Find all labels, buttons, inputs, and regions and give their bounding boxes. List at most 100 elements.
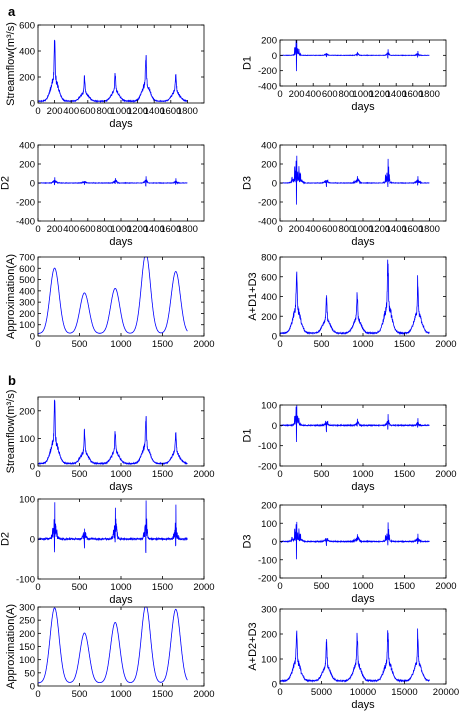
x-axis-label: days	[351, 593, 375, 605]
plots-container: 0 200 400 600 800100012001400160018000200400…	[0, 21, 459, 712]
x-tick-label: 1000	[352, 339, 373, 350]
x-tick-label: 1600	[160, 224, 181, 235]
x-tick-label: 1200	[369, 224, 390, 235]
x-tick-label: 400	[63, 106, 79, 117]
y-tick-label: 500	[19, 275, 35, 286]
x-tick-label: 1500	[394, 339, 415, 350]
x-tick-label: 600	[322, 224, 338, 235]
y-tick-label: 0	[272, 179, 277, 190]
x-tick-label: 0	[277, 469, 282, 480]
series-line	[279, 521, 430, 560]
y-tick-label: 200	[261, 36, 277, 47]
x-tick-label: 600	[80, 106, 96, 117]
x-tick-label: 1500	[394, 469, 415, 480]
x-tick-label: 800	[96, 106, 112, 117]
x-tick-label: 1500	[152, 689, 173, 700]
chart-b-d3: 0 500 1000 1500 2000 -200 -100 0 100 200 days D3	[241, 501, 456, 606]
series-line	[279, 259, 430, 336]
y-tick-label: 400	[261, 292, 277, 303]
x-tick-label: 500	[72, 689, 88, 700]
series-line	[37, 39, 188, 103]
y-tick-label: 200	[261, 160, 277, 171]
y-tick-label: 250	[19, 616, 35, 627]
y-axis-label: Approximation(A)	[5, 254, 17, 339]
x-tick-label: 500	[72, 469, 88, 480]
y-axis-label: A+D2+D3	[247, 622, 259, 670]
x-tick-label: 10000	[350, 687, 376, 698]
x-tick-label: 1800	[177, 106, 198, 117]
x-tick-label: 800	[338, 224, 354, 235]
x-tick-label: 1500	[394, 581, 415, 592]
panel-label-a: a	[8, 4, 16, 19]
x-tick-label: 800	[338, 89, 354, 100]
y-tick-label: 200	[19, 629, 35, 640]
y-tick-label: 200	[19, 309, 35, 320]
y-axis-label: Streamflow(m³/s)	[5, 22, 17, 106]
y-tick-label: -200	[258, 462, 277, 473]
x-tick-label: 1400	[144, 106, 165, 117]
y-tick-label: 200	[261, 501, 277, 512]
y-tick-label: 100	[19, 655, 35, 666]
x-axis-label: days	[109, 236, 133, 248]
x-tick-label: 5000	[311, 687, 332, 698]
x-tick-label: 1000	[110, 106, 131, 117]
x-tick-label: 2000	[193, 582, 214, 593]
x-tick-label: 2000	[193, 689, 214, 700]
y-tick-label: 200	[19, 160, 35, 171]
y-tick-label: 300	[19, 298, 35, 309]
y-tick-label: -200	[258, 198, 277, 209]
x-tick-label: 0	[35, 582, 40, 593]
x-tick-label: 1500	[152, 582, 173, 593]
x-tick-label: 1000	[352, 224, 373, 235]
x-axis-label: days	[109, 118, 133, 130]
plot-frame	[279, 608, 447, 685]
chart-a-d2: 0 200 400 600 80010001200140016001800-400-20…	[0, 141, 205, 248]
x-tick-label: 2000	[193, 469, 214, 480]
y-tick-label: 100	[261, 401, 277, 412]
x-tick-label: 15000	[391, 687, 417, 698]
x-tick-label: 0	[35, 224, 40, 235]
y-tick-label: 100	[261, 655, 277, 666]
chart-a-streamflow: 0 200 400 600 800100012001400160018000200400…	[5, 21, 205, 130]
y-tick-label: 0	[30, 179, 35, 190]
y-tick-label: 200	[261, 630, 277, 641]
y-tick-label: 100	[19, 320, 35, 331]
y-tick-label: 150	[19, 642, 35, 653]
chart-a-d1: 0 200 400 600 80010001200140016001800-400-20…	[241, 36, 447, 113]
x-tick-label: 1200	[369, 89, 390, 100]
x-tick-label: 200	[47, 106, 63, 117]
y-axis-label: D2	[0, 176, 11, 190]
x-tick-label: 0	[277, 339, 282, 350]
chart-b-d1: 0 500 1000 1500 2000 -200 -100 0 100 days D1	[241, 401, 456, 494]
x-axis-label: days	[351, 101, 375, 113]
series-line	[279, 39, 430, 72]
x-tick-label: 1000	[352, 469, 373, 480]
x-axis-label: days	[351, 481, 375, 493]
y-tick-label: 0	[272, 51, 277, 62]
y-tick-label: 100	[261, 519, 277, 530]
x-tick-label: 0	[277, 687, 282, 698]
x-tick-label: 400	[63, 224, 79, 235]
y-tick-label: -400	[258, 82, 277, 93]
y-tick-label: 50	[24, 668, 35, 679]
y-tick-label: -200	[258, 574, 277, 585]
x-tick-label: 800	[96, 224, 112, 235]
y-tick-label: 0	[30, 462, 35, 473]
plot-frame	[279, 256, 447, 337]
x-tick-label: 0	[277, 581, 282, 592]
x-tick-label: 1500	[152, 339, 173, 350]
y-tick-label: 400	[19, 47, 35, 58]
series-line	[37, 256, 188, 334]
x-tick-label: 1800	[419, 89, 440, 100]
y-tick-label: -200	[258, 66, 277, 77]
y-tick-label: 0	[30, 682, 35, 693]
x-tick-label: 400	[305, 224, 321, 235]
y-axis-label: Streamflow(m³/s)	[5, 390, 17, 474]
x-tick-label: 0	[277, 89, 282, 100]
x-tick-label: 200	[47, 224, 63, 235]
x-tick-label: 500	[314, 469, 330, 480]
y-tick-label: 600	[19, 264, 35, 275]
x-tick-label: 1400	[144, 224, 165, 235]
x-tick-label: 1200	[127, 224, 148, 235]
